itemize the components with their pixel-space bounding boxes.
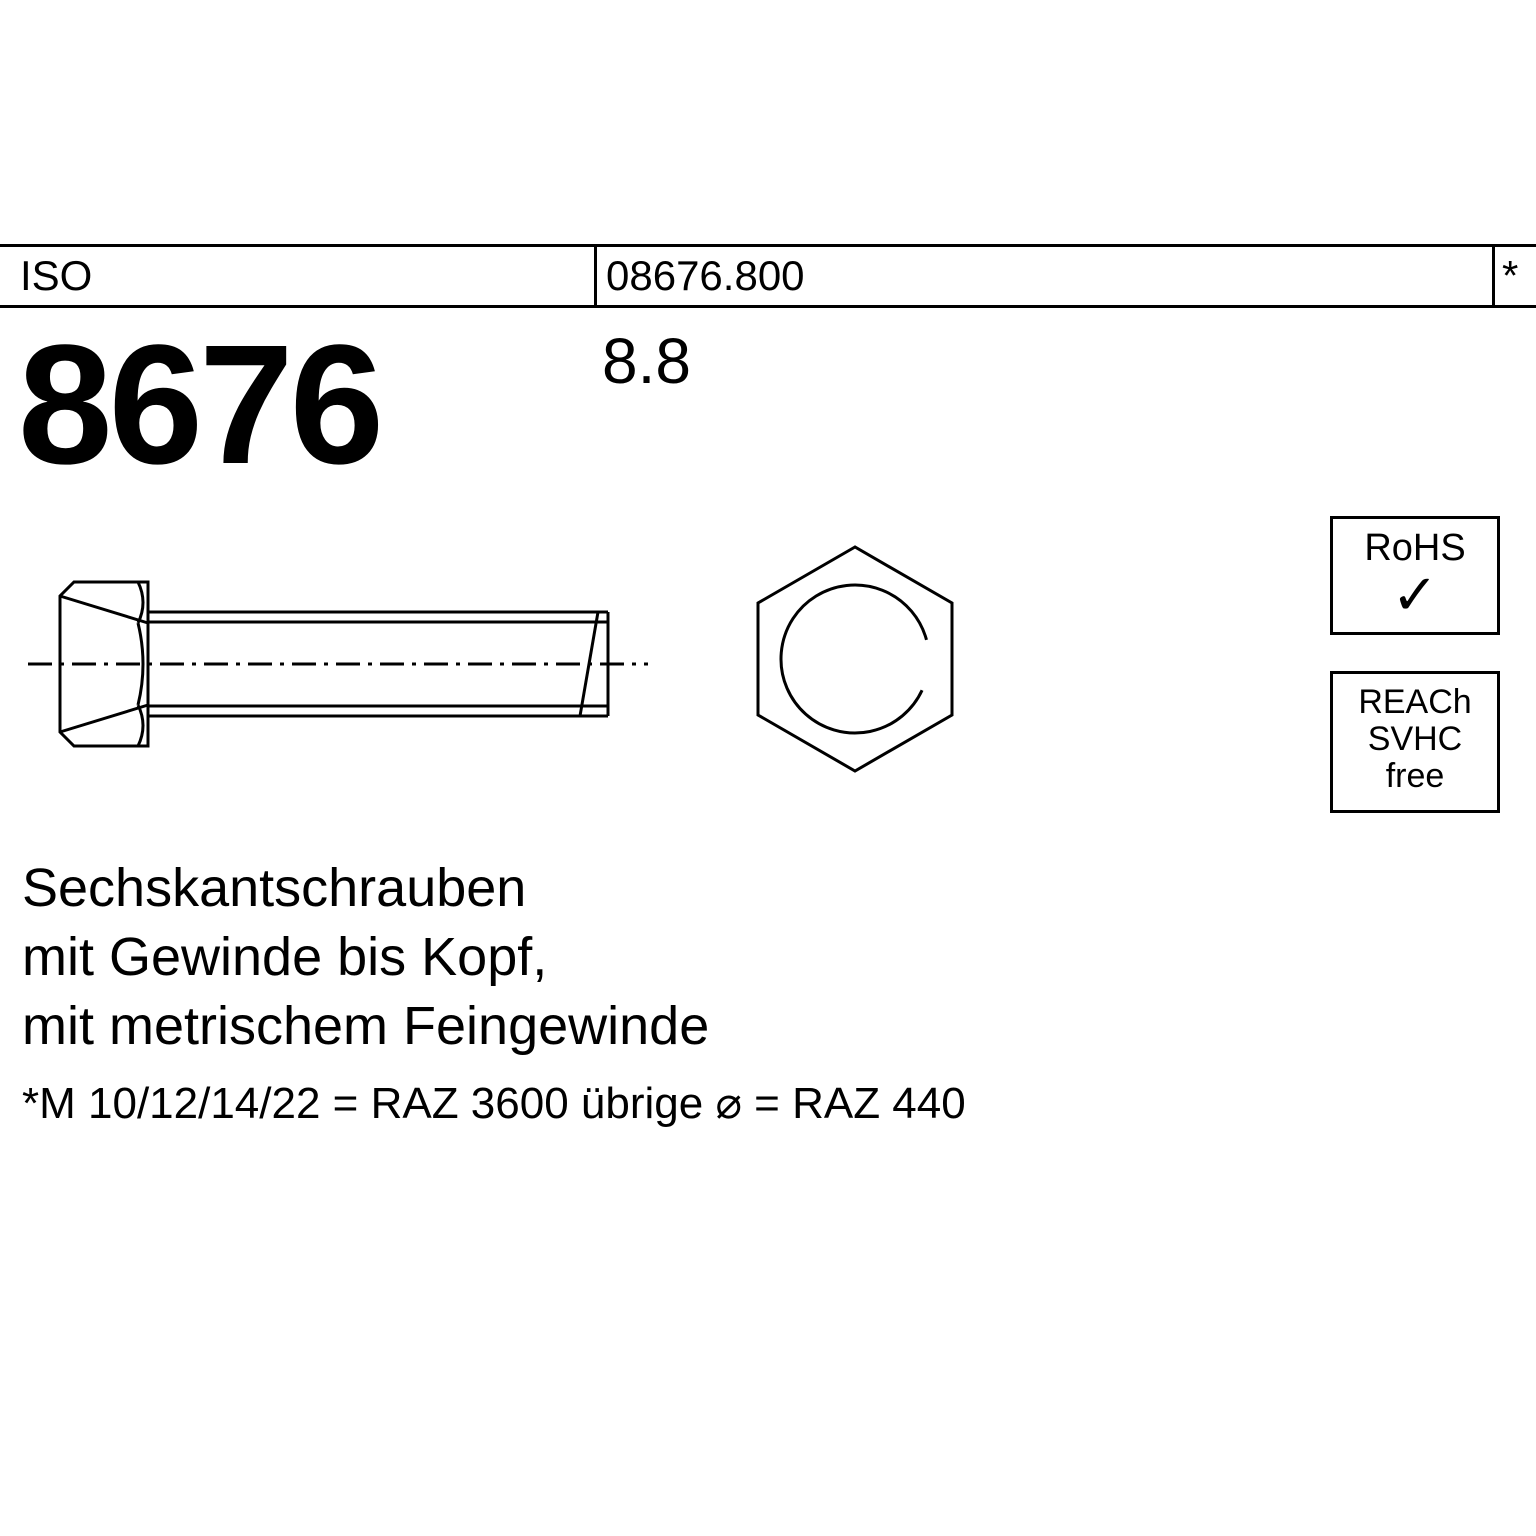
desc-line-1: Sechskantschrauben	[22, 854, 709, 923]
check-icon: ✓	[1333, 573, 1497, 618]
reach-line3: free	[1333, 758, 1497, 795]
hex-head-drawing	[730, 534, 980, 789]
strength-grade: 8.8	[602, 324, 691, 398]
rohs-badge: RoHS ✓	[1330, 516, 1500, 635]
compliance-badges: RoHS ✓ REACh SVHC free	[1330, 516, 1500, 849]
header-divider-1	[594, 247, 597, 305]
header-row: ISO 08676.800 *	[0, 244, 1536, 308]
desc-line-2: mit Gewinde bis Kopf,	[22, 923, 709, 992]
reach-badge: REACh SVHC free	[1330, 671, 1500, 813]
desc-line-3: mit metrischem Feingewinde	[22, 992, 709, 1061]
hex-svg	[730, 534, 980, 784]
content-area: ISO 08676.800 * 8676 8.8 RoHS ✓ REACh SV…	[0, 244, 1536, 308]
header-divider-2	[1492, 247, 1495, 305]
reach-line1: REACh	[1333, 684, 1497, 721]
header-code: 08676.800	[606, 247, 805, 305]
reach-line2: SVHC	[1333, 721, 1497, 758]
bolt-svg	[28, 564, 648, 764]
standard-number: 8676	[18, 320, 380, 490]
header-left-label: ISO	[20, 247, 92, 305]
datasheet-page: ISO 08676.800 * 8676 8.8 RoHS ✓ REACh SV…	[0, 0, 1536, 1536]
bolt-side-drawing	[28, 564, 648, 769]
description-block: Sechskantschrauben mit Gewinde bis Kopf,…	[22, 854, 709, 1061]
header-star: *	[1502, 247, 1518, 305]
footnote: *M 10/12/14/22 = RAZ 3600 übrige ⌀ = RAZ…	[22, 1078, 966, 1129]
